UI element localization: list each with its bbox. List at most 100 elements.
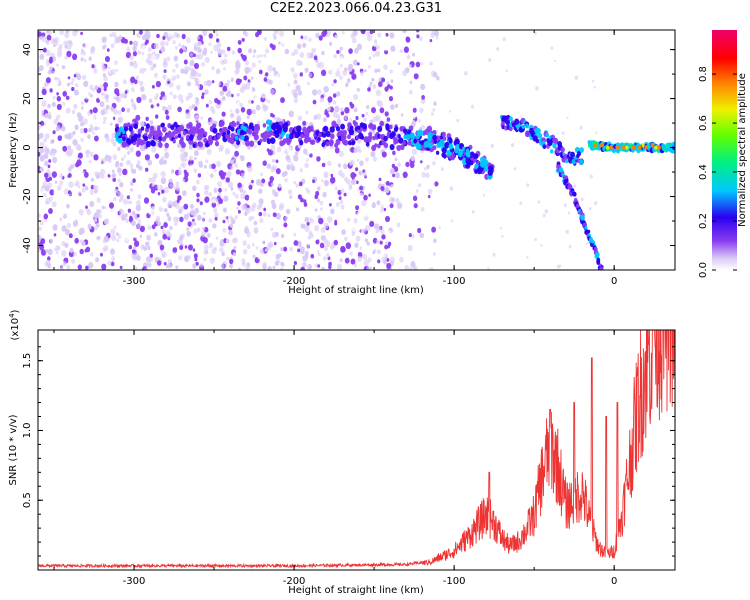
spectrogram-cell (139, 73, 145, 79)
spectrogram-cell (190, 59, 194, 64)
spectrogram-cell (262, 211, 267, 217)
spectrogram-cell (285, 133, 290, 139)
spectrogram-cell (66, 44, 72, 51)
spectrogram-cell (269, 176, 275, 182)
spectrogram-cell (198, 73, 202, 78)
spectrogram-cell (347, 134, 351, 140)
spectrogram-cell (129, 61, 134, 67)
spectrogram-cell (185, 134, 190, 140)
spectrogram-cell (100, 174, 105, 179)
spectrogram-cell (513, 167, 517, 171)
spectrogram-cell (594, 246, 598, 252)
spectrogram-cell (154, 232, 158, 237)
spectrogram-cell (317, 264, 321, 268)
spectrogram-cell (205, 250, 209, 254)
spectrogram-cell (280, 97, 285, 104)
spectrogram-cell (232, 191, 236, 196)
spectrogram-cell (321, 69, 327, 77)
spectrogram-cell (334, 105, 340, 113)
spectrogram-cell (405, 155, 410, 161)
spectrogram-cell (280, 247, 284, 252)
spectrogram-cell (40, 249, 47, 256)
spectrogram-cell (258, 211, 263, 217)
spectrogram-cell (317, 89, 322, 95)
spectrogram-cell (302, 126, 308, 133)
spectrogram-cell (207, 137, 214, 145)
spectrogram-cell (392, 150, 396, 156)
spectrogram-cell (72, 139, 78, 146)
spectrogram-cell (239, 86, 245, 94)
spectrogram-cell (425, 167, 431, 174)
spectrogram-cell (116, 215, 122, 223)
spectrogram-cell (339, 199, 344, 205)
spectrogram-cell (406, 54, 411, 60)
spectrogram-cell (158, 131, 163, 138)
spectrogram-cell (576, 153, 580, 159)
spectrogram-cell (307, 137, 312, 143)
spectrogram-cell (554, 59, 557, 63)
spectrogram-cell (215, 198, 219, 203)
spectrogram-cell (143, 197, 150, 204)
spectrogram-cell (247, 67, 252, 73)
spectrogram-cell (368, 84, 372, 89)
spectrogram-cell (202, 237, 208, 244)
spectrogram-cell (147, 208, 153, 215)
spectrogram-cell (124, 90, 128, 94)
spectrogram-cell (137, 194, 142, 200)
spectrogram-cell (215, 236, 219, 240)
spectrogram-cell (56, 63, 59, 67)
spectrogram-cell (236, 140, 241, 146)
spectrogram-cell (38, 237, 41, 244)
spectrogram-cell (132, 136, 137, 143)
spectrogram-cell (323, 125, 328, 132)
spectrogram-x-tick: -300 (123, 276, 146, 287)
spectrogram-cell (83, 66, 89, 73)
spectrogram-cell (110, 228, 116, 235)
spectrogram-cell (281, 140, 286, 146)
spectrogram-cell (64, 37, 68, 42)
spectrogram-cell (542, 213, 546, 218)
spectrogram-cell (324, 174, 328, 178)
spectrogram-cell (66, 264, 71, 270)
spectrogram-cell (429, 39, 433, 43)
spectrogram-cell (303, 202, 308, 207)
spectrogram-cell (365, 224, 371, 231)
spectrogram-cell (192, 53, 196, 58)
spectrogram-cell (242, 126, 248, 132)
spectrogram-cell (176, 239, 181, 244)
spectrogram-cell (374, 68, 378, 73)
spectrogram-cell (587, 229, 591, 234)
spectrogram-cell (229, 223, 233, 228)
spectrogram-cell (50, 139, 54, 144)
spectrogram-cell (314, 263, 318, 268)
spectrogram-cell (188, 155, 194, 161)
spectrogram-cell (178, 167, 182, 171)
spectrogram-cell (193, 228, 198, 234)
spectrogram-cell (464, 71, 468, 76)
spectrogram-cell (265, 72, 269, 77)
spectrogram-cell (400, 144, 405, 151)
spectrogram-y-tick: 0 (22, 144, 33, 150)
spectrogram-cell (113, 225, 117, 230)
spectrogram-cell (136, 213, 140, 218)
spectrogram-cell (52, 255, 57, 261)
spectrogram-cell (257, 30, 262, 36)
spectrogram-cell (93, 68, 98, 74)
spectrogram-cell (151, 183, 155, 187)
spectrogram-cell (165, 115, 170, 120)
spectrogram-cell (419, 232, 425, 239)
spectrogram-cell (258, 202, 263, 208)
spectrogram-cell (102, 148, 106, 154)
spectrogram-cell (56, 95, 61, 102)
spectrogram-cell (118, 116, 124, 123)
spectrogram-cell (505, 118, 511, 126)
spectrogram-cell (45, 68, 49, 72)
spectrogram-cell (240, 193, 246, 200)
spectrogram-cell (378, 215, 384, 223)
spectrogram-cell (162, 196, 167, 203)
spectrogram-cell (347, 65, 353, 72)
spectrogram-cell (261, 93, 266, 99)
spectrogram-cell (192, 218, 195, 222)
spectrogram-cell (52, 156, 58, 164)
spectrogram-cell (47, 164, 51, 169)
